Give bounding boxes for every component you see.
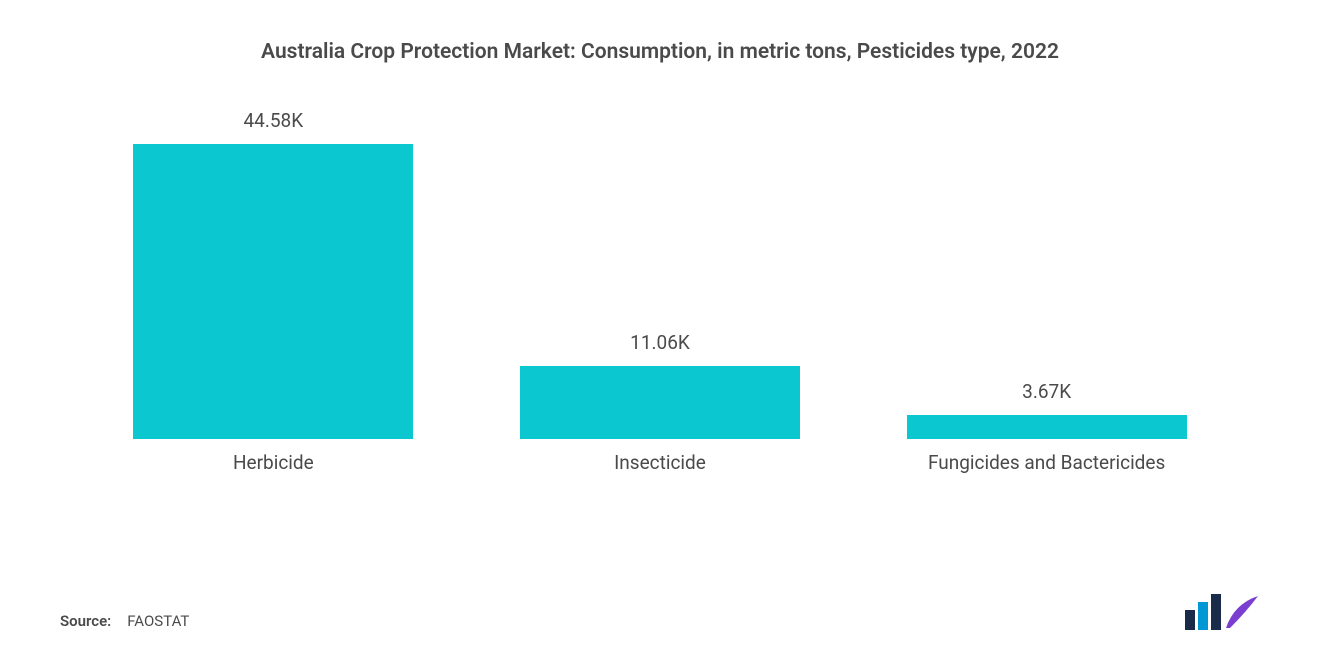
chart-title: Australia Crop Protection Market: Consum… — [60, 40, 1260, 64]
bar-group-insecticide: 11.06K Insecticide — [480, 331, 840, 474]
logo-bar-3 — [1211, 594, 1221, 630]
bar-value-0: 44.58K — [244, 109, 304, 132]
bar-label-1: Insecticide — [614, 451, 706, 474]
bar-2 — [907, 415, 1187, 439]
bar-label-2: Fungicides and Bactericides — [928, 451, 1165, 474]
source-line: Source: FAOSTAT — [60, 611, 189, 630]
source-label: Source: — [60, 612, 111, 630]
logo-bar-1 — [1185, 610, 1195, 630]
bar-0 — [133, 144, 413, 439]
bars-area: 44.58K Herbicide 11.06K Insecticide 3.67… — [60, 124, 1260, 474]
bar-value-1: 11.06K — [630, 331, 690, 354]
source-value: FAOSTAT — [127, 612, 189, 630]
swoosh-path — [1226, 596, 1258, 628]
bar-label-0: Herbicide — [233, 451, 314, 474]
logo-bars-icon — [1185, 594, 1221, 630]
chart-container: Australia Crop Protection Market: Consum… — [0, 0, 1320, 665]
bar-group-herbicide: 44.58K Herbicide — [93, 109, 453, 474]
logo-bar-2 — [1198, 602, 1208, 630]
bar-group-fungicides: 3.67K Fungicides and Bactericides — [867, 380, 1227, 474]
bar-1 — [520, 366, 800, 439]
logo-swoosh-icon — [1224, 594, 1260, 630]
brand-logo-icon — [1185, 594, 1260, 630]
bar-value-2: 3.67K — [1022, 380, 1071, 403]
chart-footer: Source: FAOSTAT — [60, 594, 1260, 630]
